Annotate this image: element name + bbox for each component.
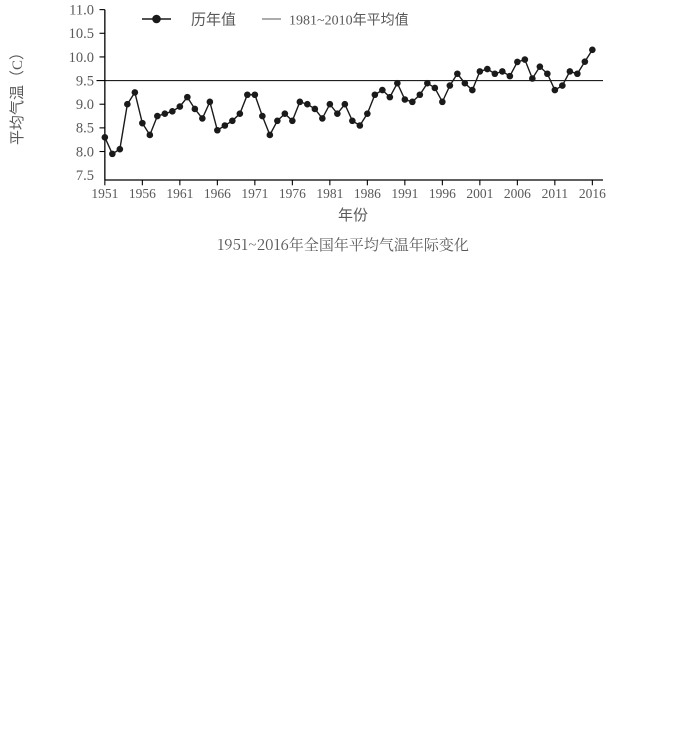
svg-text:1951: 1951 [91, 186, 118, 201]
svg-text:1976: 1976 [279, 186, 306, 201]
svg-text:年份: 年份 [338, 207, 368, 224]
svg-text:7.5: 7.5 [76, 168, 94, 184]
svg-text:1981: 1981 [316, 186, 343, 201]
svg-text:历年值: 历年值 [191, 12, 236, 29]
svg-text:8.0: 8.0 [76, 144, 94, 160]
svg-text:1961: 1961 [166, 186, 193, 201]
svg-text:1996: 1996 [429, 186, 456, 201]
svg-text:2001: 2001 [466, 186, 493, 201]
svg-text:2011: 2011 [542, 186, 569, 201]
svg-text:1971: 1971 [241, 186, 268, 201]
svg-text:9.0: 9.0 [76, 97, 94, 113]
svg-text:1986: 1986 [354, 186, 381, 201]
svg-text:9.5: 9.5 [76, 73, 94, 89]
svg-text:1981~2010年平均值: 1981~2010年平均值 [289, 13, 409, 29]
svg-text:11.0: 11.0 [69, 3, 94, 19]
svg-text:8.5: 8.5 [76, 121, 94, 137]
svg-text:2016: 2016 [579, 186, 606, 201]
svg-text:2006: 2006 [504, 186, 531, 201]
svg-text:平均气温（C）: 平均气温（C） [9, 45, 26, 145]
svg-text:1991: 1991 [391, 186, 418, 201]
svg-text:10.0: 10.0 [69, 50, 94, 66]
svg-text:10.5: 10.5 [69, 26, 94, 42]
svg-text:1966: 1966 [204, 186, 231, 201]
svg-text:1956: 1956 [129, 186, 156, 201]
